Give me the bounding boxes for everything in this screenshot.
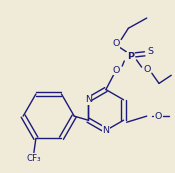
Text: CF₃: CF₃ — [27, 154, 41, 163]
Text: N: N — [85, 95, 92, 104]
Text: O: O — [112, 66, 120, 75]
Text: N: N — [102, 126, 109, 135]
Text: P: P — [127, 52, 134, 61]
Text: S: S — [148, 47, 154, 56]
Text: O: O — [154, 112, 162, 121]
Text: O: O — [112, 39, 120, 48]
Text: O: O — [143, 65, 150, 74]
